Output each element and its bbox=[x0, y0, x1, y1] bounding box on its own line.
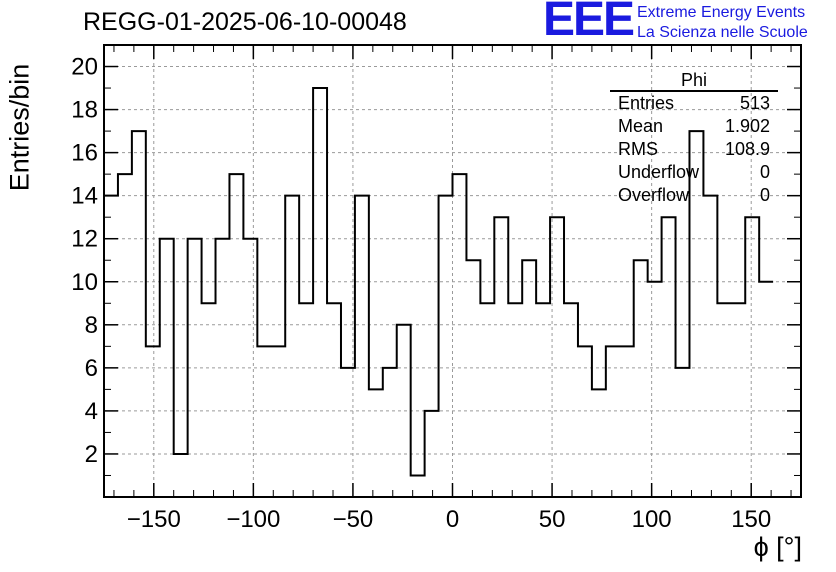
histogram-outline bbox=[104, 87, 774, 477]
eee-logo: EEE bbox=[543, 0, 635, 46]
histogram-bin bbox=[425, 411, 439, 497]
histogram-bin bbox=[118, 174, 132, 497]
stats-row-entries: Entries 513 bbox=[610, 92, 778, 115]
x-tick-label: −150 bbox=[127, 506, 181, 533]
stats-label: Entries bbox=[618, 93, 675, 113]
y-tick-label: 16 bbox=[71, 140, 98, 167]
histogram-bin bbox=[676, 368, 690, 497]
y-tick-label: 12 bbox=[71, 226, 98, 253]
histogram-bin bbox=[299, 303, 313, 497]
x-tick-label: −100 bbox=[226, 506, 280, 533]
histogram-bin bbox=[522, 260, 536, 497]
stats-value: 0 bbox=[759, 185, 770, 205]
histogram-bin bbox=[606, 346, 620, 497]
histogram-bin bbox=[202, 303, 216, 497]
stats-label: Underflow bbox=[618, 162, 700, 182]
x-tick-label: −50 bbox=[333, 506, 374, 533]
histogram-bin bbox=[216, 239, 230, 497]
histogram-bin bbox=[731, 303, 745, 497]
histogram-bin bbox=[564, 303, 578, 497]
histogram-bin bbox=[620, 346, 634, 497]
histogram-bin bbox=[536, 303, 550, 497]
histogram-bin bbox=[508, 303, 522, 497]
histogram-bin bbox=[759, 282, 773, 497]
histogram-bin bbox=[439, 196, 453, 497]
histogram-bin bbox=[271, 346, 285, 497]
logo-line-1: Extreme Energy Events bbox=[637, 4, 806, 21]
histogram-bin bbox=[383, 368, 397, 497]
stats-label: RMS bbox=[618, 139, 658, 159]
y-tick-label: 4 bbox=[85, 398, 98, 425]
histogram-bin bbox=[257, 346, 271, 497]
x-tick-label: 50 bbox=[539, 506, 566, 533]
histogram-bin bbox=[453, 174, 467, 497]
stats-value: 1.902 bbox=[724, 116, 770, 136]
y-tick-label: 18 bbox=[71, 97, 98, 124]
histogram-bin bbox=[703, 196, 717, 497]
histogram-bin bbox=[648, 282, 662, 497]
histogram-bin bbox=[550, 217, 564, 497]
y-tick-label: 14 bbox=[71, 183, 98, 210]
histogram-bin bbox=[480, 303, 494, 497]
histogram-bin bbox=[355, 196, 369, 497]
histogram-bin bbox=[341, 368, 355, 497]
chart-title: REGG-01-2025-06-10-00048 bbox=[83, 8, 407, 36]
stats-value: 108.9 bbox=[724, 139, 770, 159]
histogram-bin bbox=[285, 196, 299, 497]
histogram-bin bbox=[745, 217, 759, 497]
histogram-bin bbox=[146, 346, 160, 497]
x-tick-label: 0 bbox=[446, 506, 459, 533]
y-tick-label: 6 bbox=[85, 355, 98, 382]
histogram-bin bbox=[592, 389, 606, 497]
histogram-bin bbox=[229, 174, 243, 497]
stats-row-mean: Mean 1.902 bbox=[610, 115, 778, 138]
histogram-bin bbox=[132, 131, 146, 497]
stats-title: Phi bbox=[610, 71, 778, 92]
stats-box: Phi Entries 513 Mean 1.902 RMS 108.9 Und… bbox=[610, 71, 778, 207]
y-tick-label: 8 bbox=[85, 312, 98, 339]
stats-value: 0 bbox=[759, 162, 770, 182]
histogram-bin bbox=[634, 260, 648, 497]
histogram-bin bbox=[578, 346, 592, 497]
histogram-bin bbox=[717, 303, 731, 497]
y-tick-label: 2 bbox=[85, 441, 98, 468]
stats-label: Mean bbox=[618, 116, 664, 136]
x-tick-label: 150 bbox=[731, 506, 771, 533]
histogram-bin bbox=[243, 239, 257, 497]
x-axis-label: ϕ [°] bbox=[753, 532, 802, 562]
y-axis-label: Entries/bin bbox=[4, 63, 35, 192]
stats-row-overflow: Overflow 0 bbox=[610, 184, 778, 207]
stats-row-rms: RMS 108.9 bbox=[610, 138, 778, 161]
histogram-bin bbox=[174, 454, 188, 497]
histogram-bin bbox=[313, 88, 327, 497]
logo-line-2: La Scienza nelle Scuole bbox=[637, 24, 808, 41]
y-tick-label: 20 bbox=[71, 54, 98, 81]
histogram-bin bbox=[397, 325, 411, 497]
histogram-bin bbox=[160, 239, 174, 497]
histogram-bin bbox=[662, 217, 676, 497]
histogram-bin bbox=[466, 260, 480, 497]
histogram-bin bbox=[327, 303, 341, 497]
x-tick-label: 100 bbox=[632, 506, 672, 533]
histogram-bin bbox=[369, 389, 383, 497]
histogram-bin bbox=[188, 239, 202, 497]
histogram-bin bbox=[494, 217, 508, 497]
stats-value: 513 bbox=[739, 93, 770, 113]
stats-label: Overflow bbox=[618, 185, 690, 205]
y-tick-label: 10 bbox=[71, 269, 98, 296]
stats-row-underflow: Underflow 0 bbox=[610, 161, 778, 184]
